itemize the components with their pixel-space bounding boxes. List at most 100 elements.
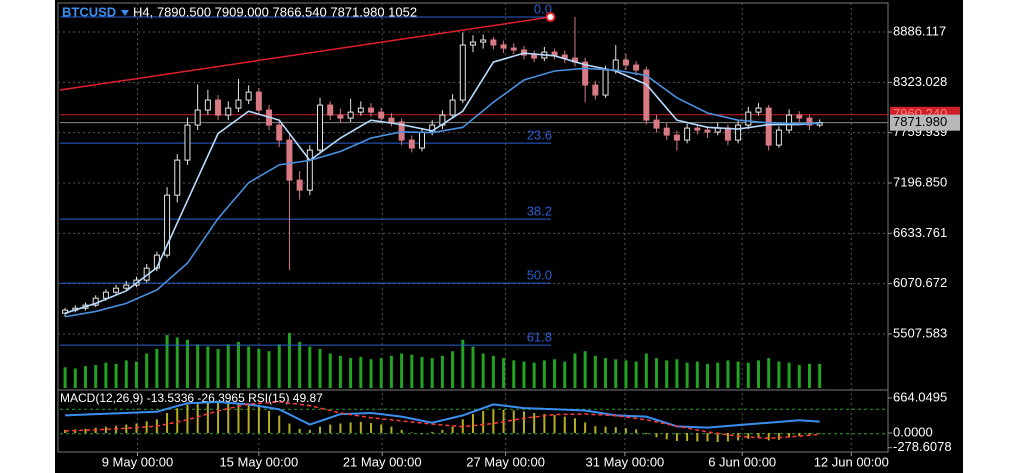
candle-body: [602, 69, 609, 96]
macd-bar: [777, 433, 780, 440]
volume-bar: [634, 361, 638, 388]
fib-level-label: 23.6: [527, 128, 552, 143]
macd-bar: [624, 428, 627, 434]
volume-bar: [624, 360, 628, 388]
candle-body: [745, 111, 752, 126]
x-tick-label: 12 Jun 00:00: [814, 454, 889, 469]
volume-bar: [604, 358, 608, 388]
candle-body: [164, 194, 171, 256]
candle-body: [388, 117, 395, 123]
symbol[interactable]: BTCUSD: [62, 4, 116, 19]
volume-bar: [196, 344, 200, 388]
x-tick-label: 15 May 00:00: [219, 454, 298, 469]
volume-bar: [665, 360, 669, 388]
candle-body: [684, 127, 691, 141]
macd-bar: [451, 426, 454, 434]
volume-bar: [644, 353, 648, 388]
volume-bar: [349, 358, 353, 388]
macd-bar: [594, 426, 597, 434]
volume-bar: [298, 342, 302, 388]
candle-body: [306, 149, 313, 191]
candle-body: [337, 114, 344, 119]
volume-bar: [767, 358, 771, 388]
macd-bar: [247, 403, 250, 434]
candle-body: [255, 91, 262, 111]
macd-bar: [166, 412, 169, 434]
candle-body: [673, 134, 680, 141]
candle-body: [102, 291, 109, 299]
macd-bar: [522, 411, 525, 434]
macd-bar: [573, 418, 576, 434]
macd-bar: [196, 402, 199, 434]
macd-bar: [227, 402, 230, 434]
candle-body: [276, 124, 283, 141]
volume-bar: [818, 363, 822, 388]
volume-bar: [318, 348, 322, 388]
volume-bar: [685, 362, 689, 388]
volume-bar: [247, 346, 251, 388]
rsi-line: [65, 400, 820, 429]
macd-bar: [206, 401, 209, 434]
volume-bar: [73, 368, 77, 388]
macd-bar: [176, 408, 179, 434]
moving-average-line: [64, 67, 820, 318]
volume-bar: [124, 360, 128, 388]
candle-body: [704, 129, 711, 133]
volume-bar: [277, 344, 281, 388]
indicator-label: MACD(12,26,9) -13.5336 -26.3965 RSI(15) …: [60, 391, 323, 405]
volume-bar: [726, 360, 730, 388]
candle-body: [551, 51, 558, 56]
volume-bar: [175, 337, 179, 388]
volume-bar: [308, 346, 312, 388]
symbol-menu-arrow[interactable]: [121, 10, 129, 16]
volume-bar: [165, 335, 169, 388]
candle-body: [633, 64, 640, 71]
candle-body: [204, 99, 211, 111]
macd-bar: [492, 409, 495, 434]
macd-bar: [614, 427, 617, 434]
macd-bar: [655, 433, 658, 438]
macd-bar: [278, 415, 281, 434]
volume-bar: [655, 358, 659, 388]
volume-bar: [491, 355, 495, 388]
macd-bar: [686, 433, 689, 441]
candle-body: [296, 179, 303, 191]
volume-bar: [522, 361, 526, 388]
candle-body: [357, 107, 364, 113]
volume-bar: [369, 359, 373, 388]
candle-body: [378, 111, 385, 119]
candle-body: [755, 107, 762, 113]
candle-body: [806, 117, 813, 126]
macd-bar: [798, 433, 801, 437]
y-tick-label: 6070.672: [893, 275, 947, 290]
candle-body: [612, 59, 619, 71]
macd-bar: [726, 433, 729, 442]
candle-body: [215, 99, 222, 116]
candle-body: [694, 127, 701, 131]
macd-bar: [64, 429, 67, 434]
volume-bar: [756, 360, 760, 388]
candle-body: [500, 44, 507, 49]
volume-bar: [777, 361, 781, 388]
macd-bar: [696, 433, 699, 442]
y-tick-label: 8886.117: [893, 23, 946, 38]
x-tick-label: 21 May 00:00: [343, 454, 422, 469]
macd-bar: [533, 412, 536, 434]
macd-bar: [431, 431, 434, 434]
candle-body: [469, 41, 476, 46]
volume-bar: [481, 353, 485, 388]
macd-bar: [553, 415, 556, 434]
macd-bar: [390, 426, 393, 434]
volume-bar: [206, 346, 210, 388]
fib-level-label: 0.0: [534, 1, 552, 16]
candle-body: [194, 109, 201, 126]
last-price-box: [890, 114, 960, 131]
macd-signal-line: [65, 401, 820, 440]
volume-bar: [430, 358, 434, 388]
macd-bar: [400, 429, 403, 434]
volume-bar: [471, 346, 475, 388]
macd-bar: [441, 429, 444, 434]
candle-body: [796, 114, 803, 119]
candle-body: [347, 111, 354, 119]
candle-body: [531, 54, 538, 59]
